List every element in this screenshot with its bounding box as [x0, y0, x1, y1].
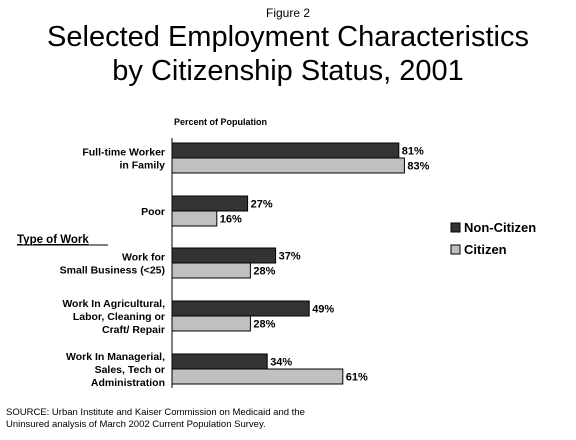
- category-label: Poor: [141, 206, 165, 218]
- y-axis-label: Percent of Population: [174, 117, 267, 127]
- data-label: 83%: [407, 161, 429, 173]
- category-label: Work In Agricultural,: [62, 298, 165, 310]
- category-label: Sales, Tech or: [95, 364, 165, 376]
- category-label: Labor, Cleaning or: [73, 311, 165, 323]
- bar-non-citizen-2: [171, 247, 277, 264]
- source-line-2: Uninsured analysis of March 2002 Current…: [6, 419, 266, 430]
- data-label: 16%: [220, 214, 242, 226]
- bar-non-citizen-3: [171, 300, 310, 317]
- bar-citizen-2: [171, 262, 251, 279]
- legend-swatch-citizen: [450, 244, 461, 255]
- bar-citizen-1: [171, 210, 218, 227]
- data-label: 37%: [279, 251, 301, 263]
- category-label: Small Business (<25): [60, 265, 165, 277]
- category-label: in Family: [119, 160, 165, 172]
- bar-chart: Percent of Population Type of Work 81% 27% 3…: [17, 117, 536, 389]
- data-label: 28%: [253, 266, 275, 278]
- category-label: Work for: [122, 252, 165, 264]
- source-note: SOURCE: Urban Institute and Kaiser Commi…: [6, 407, 305, 431]
- bar-citizen-0: [171, 157, 405, 174]
- source-line-1: SOURCE: Urban Institute and Kaiser Commi…: [6, 407, 305, 418]
- data-label: 27%: [251, 199, 273, 211]
- data-label: 81%: [402, 146, 424, 158]
- bar-non-citizen-1: [171, 195, 249, 212]
- chart-title: Selected Employment Characteristics by C…: [0, 20, 576, 88]
- data-label: 49%: [312, 304, 334, 316]
- bar-citizen-3: [171, 315, 251, 332]
- data-label: 34%: [270, 357, 292, 369]
- figure-label: Figure 2: [265, 6, 311, 20]
- legend-swatch-non-citizen: [450, 222, 461, 233]
- data-label: 28%: [253, 319, 275, 331]
- bar-non-citizen-0: [171, 142, 400, 159]
- chart-title-line-2: by Citizenship Status, 2001: [112, 55, 464, 87]
- category-label: Administration: [91, 377, 165, 389]
- category-label: Work In Managerial,: [66, 351, 165, 363]
- legend-label: Non-Citizen: [464, 220, 536, 235]
- data-label: 61%: [346, 372, 368, 384]
- category-label: Full-time Worker: [82, 147, 165, 159]
- section-label: Type of Work: [17, 234, 89, 246]
- legend-label: Citizen: [464, 242, 507, 257]
- category-label: Craft/ Repair: [102, 324, 165, 336]
- bar-non-citizen-4: [171, 353, 268, 370]
- bar-citizen-4: [171, 368, 344, 385]
- chart-title-line-1: Selected Employment Characteristics: [47, 21, 529, 53]
